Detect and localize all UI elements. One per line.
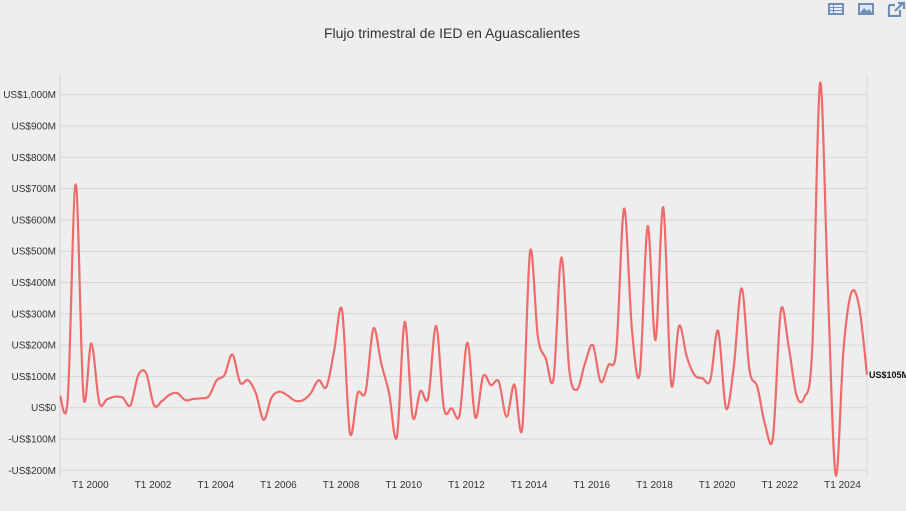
y-tick-label: US$700M — [12, 184, 56, 195]
end-value-label: US$105M — [869, 370, 906, 380]
x-tick-label: T1 2020 — [699, 480, 736, 491]
y-tick-label: -US$100M — [8, 435, 56, 446]
grid — [59, 75, 868, 477]
y-tick-label: US$400M — [12, 278, 56, 289]
y-tick-label: US$0 — [31, 403, 56, 414]
table-icon[interactable] — [826, 1, 846, 17]
chart-toolbar — [826, 0, 906, 17]
x-tick-label: T1 2000 — [72, 480, 109, 491]
x-tick-label: T1 2024 — [824, 480, 861, 491]
y-tick-label: US$1,000M — [3, 90, 56, 101]
x-tick-label: T1 2010 — [385, 480, 422, 491]
x-tick-label: T1 2018 — [636, 480, 673, 491]
x-tick-label: T1 2002 — [135, 480, 172, 491]
y-tick-label: US$300M — [12, 309, 56, 320]
x-tick-label: T1 2016 — [573, 480, 610, 491]
y-tick-label: -US$200M — [8, 466, 56, 477]
x-axis: T1 2000 T1 2002 T1 2004 T1 2006 T1 2008 T1 20… — [72, 480, 861, 491]
y-tick-label: US$900M — [12, 122, 56, 133]
x-tick-label: T1 2006 — [260, 480, 297, 491]
x-tick-label: T1 2014 — [511, 480, 548, 491]
series-line — [58, 81, 869, 477]
y-tick-label: US$100M — [12, 372, 56, 383]
y-axis: -US$200M -US$100M US$0 US$100M US$200M US$300… — [3, 90, 56, 477]
external-link-icon[interactable] — [886, 1, 906, 17]
x-tick-label: T1 2012 — [448, 480, 485, 491]
chart-title: Flujo trimestral de IED en Aguascaliente… — [324, 25, 580, 41]
y-tick-label: US$200M — [12, 341, 56, 352]
y-tick-label: US$800M — [12, 153, 56, 164]
image-icon[interactable] — [856, 1, 876, 17]
x-tick-label: T1 2022 — [761, 480, 798, 491]
x-tick-label: T1 2008 — [323, 480, 360, 491]
y-tick-label: US$500M — [12, 247, 56, 258]
x-tick-label: T1 2004 — [197, 480, 234, 491]
y-tick-label: US$600M — [12, 215, 56, 226]
